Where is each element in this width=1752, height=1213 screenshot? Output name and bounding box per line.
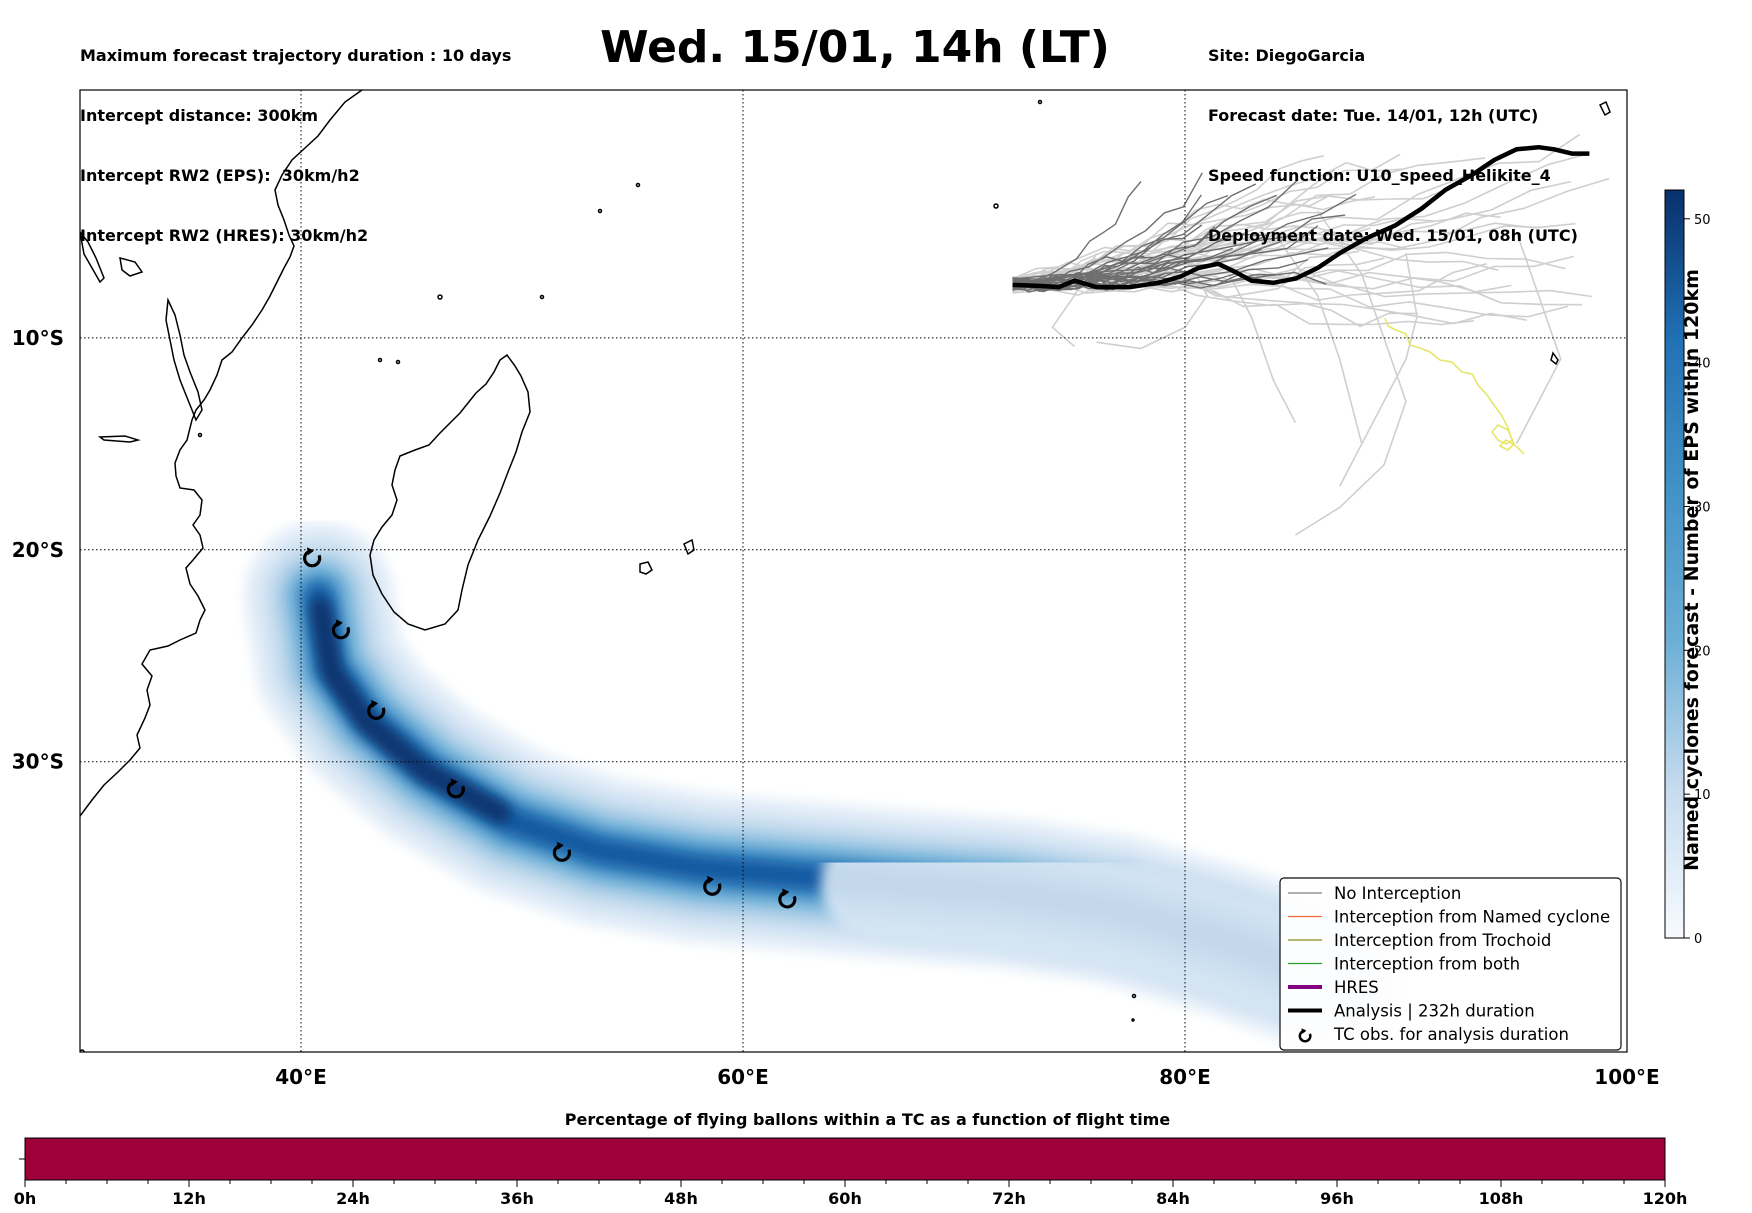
ensemble-track	[1012, 155, 1324, 280]
tc-obs-arc	[446, 780, 465, 799]
lon-tick-label: 60°E	[717, 1065, 769, 1089]
analysis-track	[1012, 144, 1590, 290]
legend-label: No Interception	[1334, 884, 1461, 903]
tc-obs-arc	[552, 843, 571, 862]
tc-obs-arrow	[371, 699, 379, 708]
colorbar-gradient	[1664, 189, 1685, 939]
tc-obs-arrow	[307, 547, 314, 556]
ensemble-track	[1012, 233, 1264, 290]
header-left: Maximum forecast trajectory duration : 1…	[80, 6, 511, 266]
ensemble-track	[1012, 278, 1528, 325]
tc-obs-arrow	[782, 888, 790, 897]
cyclone-density-plume	[243, 521, 1395, 1050]
map-frame	[79, 89, 1628, 1053]
legend-label: Analysis | 232h duration	[1334, 1002, 1535, 1021]
header-left-line: Intercept RW2 (HRES): 30km/h2	[80, 226, 369, 245]
flight-time-tick-label: 0h	[14, 1189, 37, 1208]
header-left-line: Maximum forecast trajectory duration : 1…	[80, 46, 512, 65]
tc-obs-marker	[703, 875, 722, 896]
tc-obs-arc	[778, 890, 797, 909]
ensemble-track-yellow	[1384, 317, 1525, 455]
colorbar-label: Named cyclones forecast - Number of EPS …	[1681, 269, 1703, 871]
legend-marker-icon	[1298, 1028, 1312, 1043]
tc-obs-arc	[703, 877, 722, 896]
coastlines	[80, 90, 1611, 1052]
colorbar: 0 10 20 30 40 50	[1664, 189, 1711, 947]
legend: No Interception Interception from Named c…	[1279, 877, 1622, 1051]
lat-tick-label: 30°S	[12, 750, 64, 774]
ensemble-track	[1012, 247, 1329, 290]
header-right-line: Site: DiegoGarcia	[1208, 46, 1366, 65]
flight-time-bar-title: Percentage of flying ballons within a TC…	[564, 1110, 1171, 1129]
lat-tick-label: 20°S	[12, 538, 64, 562]
tc-obs-marker	[367, 699, 386, 720]
tc-obs-marker	[446, 778, 465, 799]
colorbar-tick-label: 10	[1694, 788, 1711, 803]
header-right: Site: DiegoGarcia Forecast date: Tue. 14…	[1208, 6, 1578, 266]
colorbar-tick-label: 30	[1694, 500, 1711, 515]
tc-obs-arrow	[707, 875, 715, 884]
ensemble-track	[1228, 273, 1297, 424]
flight-time-tick-label: 84h	[1156, 1189, 1190, 1208]
flight-time-tick-label: 60h	[828, 1189, 862, 1208]
tc-obs-arrow	[450, 778, 458, 787]
header-left-line: Intercept distance: 300km	[80, 106, 319, 125]
ensemble-track	[1012, 181, 1142, 289]
ensemble-track	[1515, 231, 1562, 445]
legend-box	[1279, 877, 1622, 1051]
legend-label: HRES	[1334, 978, 1379, 997]
lat-tick-label: 10°S	[12, 326, 64, 350]
colorbar-tick-label: 40	[1694, 357, 1711, 372]
flight-time-tick-label: 96h	[1320, 1189, 1354, 1208]
tc-obs-marker	[303, 547, 322, 568]
tc-observation-markers	[303, 547, 797, 909]
header-right-line: Deployment date: Wed. 15/01, 08h (UTC)	[1208, 226, 1578, 245]
flight-time-tick-label: 24h	[336, 1189, 370, 1208]
tc-obs-marker	[331, 619, 350, 640]
tc-obs-arc	[367, 701, 386, 720]
header-right-line: Forecast date: Tue. 14/01, 12h (UTC)	[1208, 106, 1539, 125]
flight-time-tick-label: 48h	[664, 1189, 698, 1208]
legend-label: Interception from Named cyclone	[1334, 908, 1610, 927]
legend-label: Interception from Trochoid	[1334, 931, 1551, 950]
map-gridlines: 40°E 60°E 80°E 100°E 10°S 20°S 30°S	[12, 90, 1660, 1089]
colorbar-tick-label: 20	[1694, 644, 1711, 659]
tc-obs-arc	[303, 549, 322, 568]
lon-tick-label: 100°E	[1594, 1065, 1659, 1089]
tc-obs-arrow	[335, 619, 343, 628]
header-right-line: Speed function: U10_speed_Helikite_4	[1208, 166, 1551, 185]
legend-marker-arrow	[1301, 1028, 1307, 1034]
ensemble-track	[1295, 210, 1407, 536]
tc-obs-marker	[552, 841, 571, 862]
tc-obs-arrow	[556, 841, 564, 850]
map-title: Wed. 15/01, 14h (LT)	[600, 22, 1110, 73]
tc-obs-marker	[778, 888, 797, 909]
lon-tick-label: 80°E	[1159, 1065, 1211, 1089]
header-left-line: Intercept RW2 (EPS): 30km/h2	[80, 166, 360, 185]
flight-time-bar: 0h 12h 24h 36h 48h 60h 72h 84h 96h 108h 120h	[14, 1137, 1688, 1208]
flight-time-tick-label: 12h	[172, 1189, 206, 1208]
colorbar-tick-label: 50	[1694, 213, 1711, 228]
legend-label: Interception from both	[1334, 955, 1520, 974]
flight-time-bar-fill	[24, 1137, 1666, 1181]
flight-time-tick-label: 120h	[1643, 1189, 1688, 1208]
flight-time-tick-label: 72h	[992, 1189, 1026, 1208]
colorbar-tick-label: 0	[1694, 932, 1702, 947]
tc-obs-arc	[331, 621, 350, 640]
legend-label: TC obs. for analysis duration	[1333, 1025, 1569, 1044]
lon-tick-label: 40°E	[275, 1065, 327, 1089]
flight-time-tick-label: 108h	[1479, 1189, 1524, 1208]
flight-time-tick-label: 36h	[500, 1189, 534, 1208]
ensemble-track	[1361, 253, 1418, 445]
